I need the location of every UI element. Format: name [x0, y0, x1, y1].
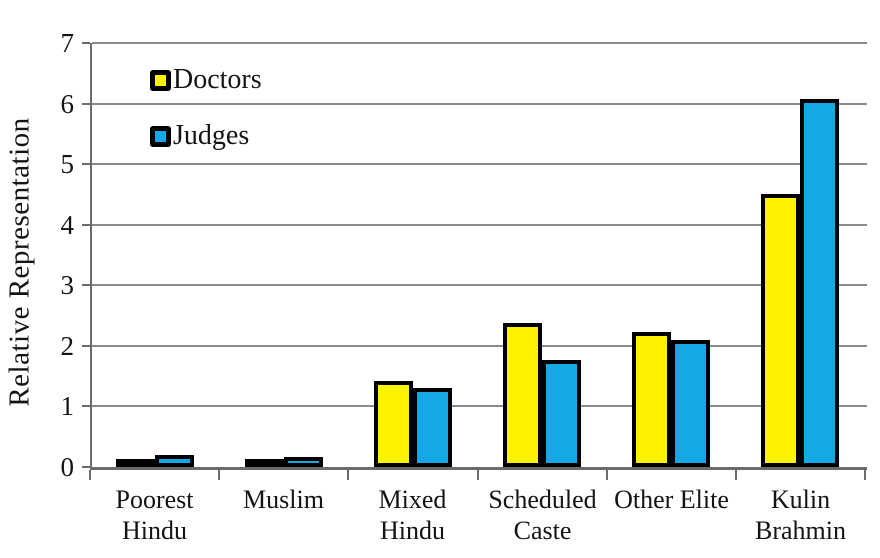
gridline-7: [92, 42, 867, 44]
bar-doctors-kulin-brahmin: [761, 194, 800, 467]
gridline-5: [92, 163, 867, 165]
y-tick-label-7: 7: [60, 28, 75, 58]
y-tick-label-2: 2: [60, 331, 75, 361]
y-tick-label-1: 1: [60, 391, 75, 421]
y-axis-tick-3: [82, 284, 90, 286]
y-axis-tick-6: [82, 103, 90, 105]
doctors-swatch-icon: [150, 69, 171, 91]
judges-legend-label: Judges: [173, 120, 250, 151]
category-label-other-elite: Other Elite: [614, 485, 729, 514]
x-axis-tick-4: [606, 470, 608, 480]
y-tick-label-6: 6: [60, 89, 75, 119]
y-tick-label-4: 4: [60, 210, 75, 240]
gridline-2: [92, 345, 867, 347]
y-tick-label-5: 5: [60, 149, 75, 179]
category-label-muslim: Muslim: [243, 485, 324, 514]
y-axis-tick-0: [82, 466, 90, 468]
y-axis-tick-2: [82, 345, 90, 347]
y-axis-tick-7: [82, 42, 90, 44]
category-label-mixed-hindu: Mixed Hindu: [378, 485, 447, 545]
y-axis-tick-1: [82, 405, 90, 407]
bar-doctors-other-elite: [632, 332, 671, 467]
bar-judges-mixed-hindu: [413, 388, 452, 467]
gridline-1: [92, 405, 867, 407]
y-tick-label-0: 0: [60, 452, 75, 482]
x-axis-tick-6: [864, 470, 866, 480]
bar-judges-scheduled-caste: [542, 360, 581, 467]
gridline-3: [92, 284, 867, 286]
x-axis-tick-5: [735, 470, 737, 480]
bar-doctors-mixed-hindu: [374, 381, 413, 467]
x-axis-tick-1: [218, 470, 220, 480]
gridline-4: [92, 224, 867, 226]
x-axis-tick-3: [477, 470, 479, 480]
x-axis-tick-0: [89, 470, 91, 480]
doctors-legend-label: Doctors: [173, 64, 262, 95]
bar-doctors-scheduled-caste: [503, 323, 542, 467]
legend-item-judges: Judges: [150, 120, 262, 152]
y-axis-tick-5: [82, 163, 90, 165]
judges-swatch-icon: [150, 125, 171, 147]
category-label-scheduled-caste: Scheduled Caste: [488, 485, 597, 545]
bar-doctors-muslim: [245, 459, 284, 467]
bar-judges-kulin-brahmin: [800, 99, 839, 467]
gridline-6: [92, 103, 867, 105]
bar-doctors-poorest-hindu: [116, 459, 155, 467]
y-axis-tick-4: [82, 224, 90, 226]
legend-item-doctors: Doctors: [150, 64, 262, 96]
bar-judges-muslim: [284, 457, 323, 467]
category-label-kulin-brahmin: Kulin Brahmin: [755, 485, 846, 545]
bar-judges-poorest-hindu: [155, 455, 194, 467]
y-tick-label-3: 3: [60, 270, 75, 300]
bar-judges-other-elite: [671, 340, 710, 467]
plot-area: [90, 42, 867, 470]
legend: Doctors Judges: [150, 64, 262, 176]
category-label-poorest-hindu: Poorest Hindu: [115, 485, 194, 545]
x-axis-tick-2: [347, 470, 349, 480]
